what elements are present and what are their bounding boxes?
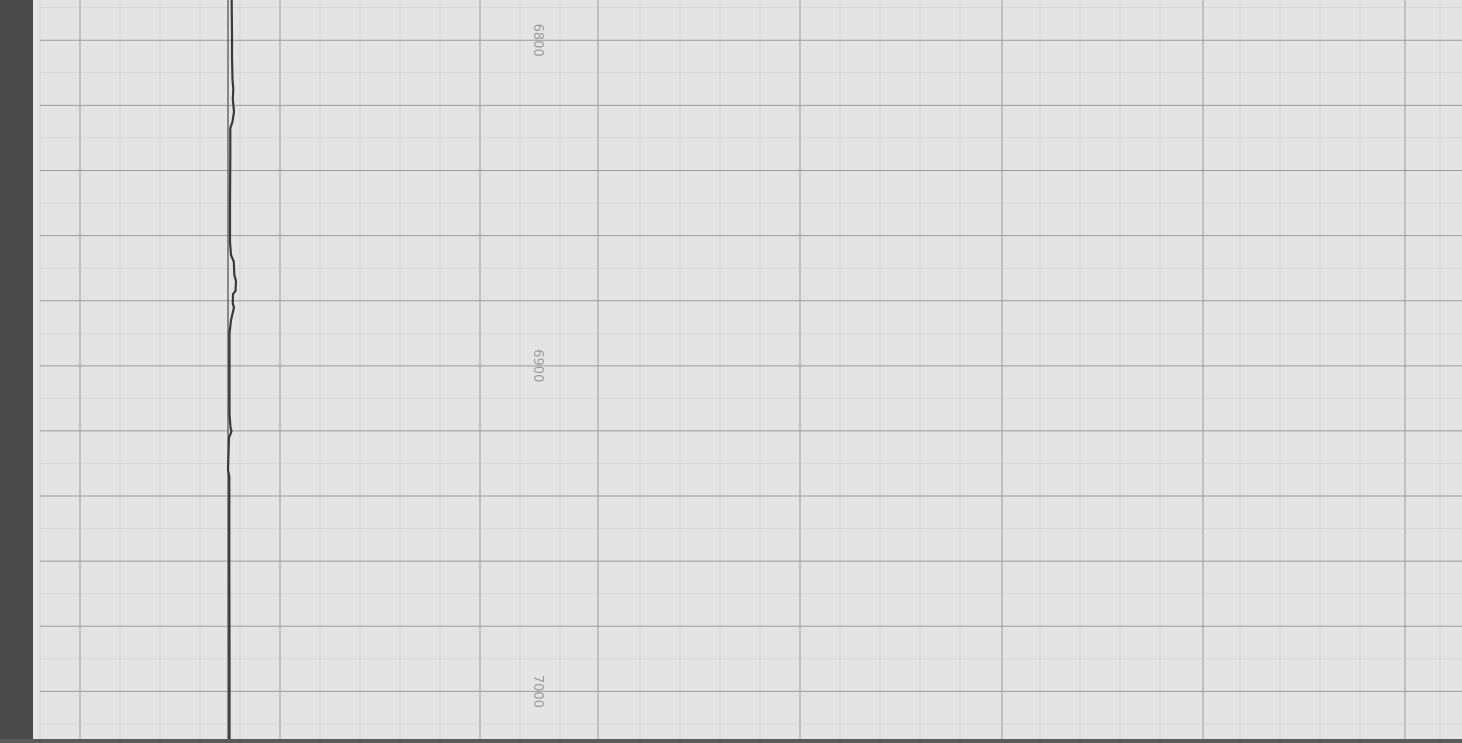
left-edge-strip	[0, 0, 33, 743]
log-trace-0	[226, 0, 238, 743]
depth-labels: 6800 6900 7000	[530, 24, 545, 708]
series-layer	[226, 0, 238, 743]
depth-label-6800: 6800	[530, 24, 545, 57]
bottom-edge	[0, 739, 1462, 743]
grid	[39, 0, 1462, 743]
depth-label-7000: 7000	[530, 675, 545, 708]
depth-label-6900: 6900	[530, 349, 545, 382]
